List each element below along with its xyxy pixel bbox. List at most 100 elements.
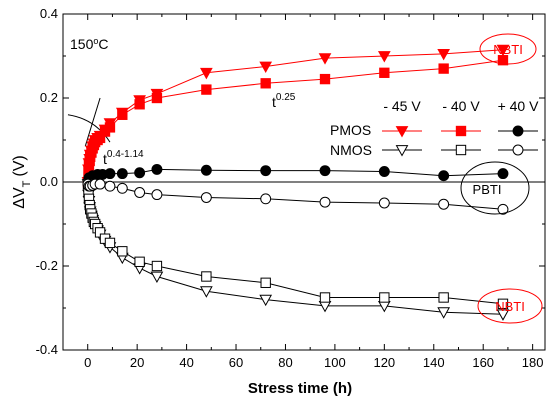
data-point: [497, 298, 509, 309]
temperature-label: 150oC: [70, 36, 109, 52]
data-point: [319, 196, 331, 208]
y-tick-label: 0.0: [40, 174, 58, 189]
legend-col-1: - 45 V: [383, 98, 421, 114]
legend-row-pmos: PMOS: [330, 122, 371, 138]
data-point: [319, 165, 331, 177]
series-5: [82, 178, 509, 215]
y-tick-label: 0.4: [40, 6, 58, 21]
data-point: [438, 63, 449, 74]
legend-marker: [512, 144, 524, 156]
data-point: [151, 163, 163, 175]
legend-marker: [512, 125, 524, 137]
data-point: [496, 44, 510, 57]
data-point: [319, 73, 331, 85]
data-point: [437, 49, 451, 61]
x-tick-label: 180: [522, 355, 544, 370]
data-point: [151, 189, 163, 201]
axes: 0 20 40 60 80 100 120 140 160 180 -0.4 -0.2 0.0 0.2 0.…: [36, 6, 546, 370]
data-point: [117, 109, 128, 120]
text-layer: 150oC Stress time (h) ΔVT(V) t0.4-1.14 t…: [11, 33, 543, 397]
nbti-top-ellipse: [479, 33, 537, 65]
data-point: [379, 292, 390, 303]
series-4: [82, 178, 509, 309]
x-tick-label: 100: [324, 355, 346, 370]
data-point: [496, 309, 510, 321]
y-tick-label: -0.4: [36, 342, 58, 357]
data-point: [134, 99, 145, 110]
data-point: [259, 294, 273, 307]
data-point: [200, 286, 213, 298]
data-point: [260, 78, 271, 89]
x-axis-title: Stress time (h): [248, 380, 352, 397]
legend-marker: [395, 126, 409, 138]
x-tick-label: 120: [373, 355, 395, 370]
data-point: [497, 203, 509, 215]
x-tick-label: 0: [84, 355, 91, 370]
data-point: [116, 182, 128, 194]
legend-row-nmos: NMOS: [330, 142, 372, 158]
data-point: [104, 237, 116, 249]
data-point: [200, 192, 212, 203]
legend-marker: [455, 125, 467, 137]
x-tick-label: 80: [278, 355, 292, 370]
data-point: [104, 180, 116, 192]
plot-area: [63, 97, 545, 183]
data-point: [259, 61, 273, 74]
series-line: [87, 59, 504, 183]
x-tick-label: 60: [229, 355, 243, 370]
data-point: [438, 292, 449, 303]
data-point: [201, 84, 212, 95]
x-tick-label: 140: [423, 355, 445, 370]
data-point: [134, 256, 145, 267]
data-point: [497, 168, 509, 180]
series-2: [83, 163, 509, 184]
data-point: [104, 122, 116, 133]
data-point: [94, 178, 106, 190]
x-tick-label: 20: [130, 355, 144, 370]
data-point: [150, 271, 164, 284]
slope-guide-line: [84, 97, 101, 147]
legend: [382, 125, 538, 157]
data-point: [201, 271, 212, 282]
data-point: [200, 164, 212, 176]
y-axis-title: ΔVT(V): [11, 155, 33, 208]
data-point: [151, 92, 163, 104]
data-point: [438, 198, 450, 210]
data-point: [378, 197, 390, 209]
data-point: [151, 260, 163, 272]
data-point: [437, 307, 451, 319]
legend-marker: [455, 144, 467, 156]
x-tick-label: 160: [472, 355, 494, 370]
y-tick-label: -0.2: [36, 258, 58, 273]
data-point: [319, 292, 331, 303]
legend-marker: [395, 145, 409, 157]
slope-early-label: t0.4-1.14: [103, 149, 144, 167]
legend-col-2: - 40 V: [442, 98, 480, 114]
data-point: [378, 166, 390, 177]
data-point: [134, 167, 146, 179]
data-point: [260, 193, 272, 205]
pbti-label: PBTI: [473, 182, 502, 197]
data-point: [116, 168, 128, 180]
data-point: [260, 165, 272, 177]
x-tick-label: 40: [179, 355, 193, 370]
data-point: [318, 53, 332, 65]
nbti-bottom-ellipse: [477, 288, 543, 324]
data-point: [318, 301, 332, 313]
data-point: [200, 67, 213, 80]
data-point: [497, 55, 509, 66]
y-tick-label: 0.2: [40, 90, 58, 105]
data-point: [117, 246, 128, 257]
data-point: [377, 51, 391, 63]
pbti-ellipse: [460, 161, 530, 215]
data-point: [260, 277, 271, 288]
slope-late-label: t0.25: [272, 92, 296, 110]
series-1: [82, 55, 509, 188]
nbti-bottom-label: NBTI: [495, 299, 525, 314]
data-point: [104, 168, 116, 180]
data-point: [134, 187, 146, 198]
legend-col-3: + 40 V: [498, 98, 540, 114]
data-point: [438, 170, 450, 182]
data-point: [379, 67, 390, 78]
